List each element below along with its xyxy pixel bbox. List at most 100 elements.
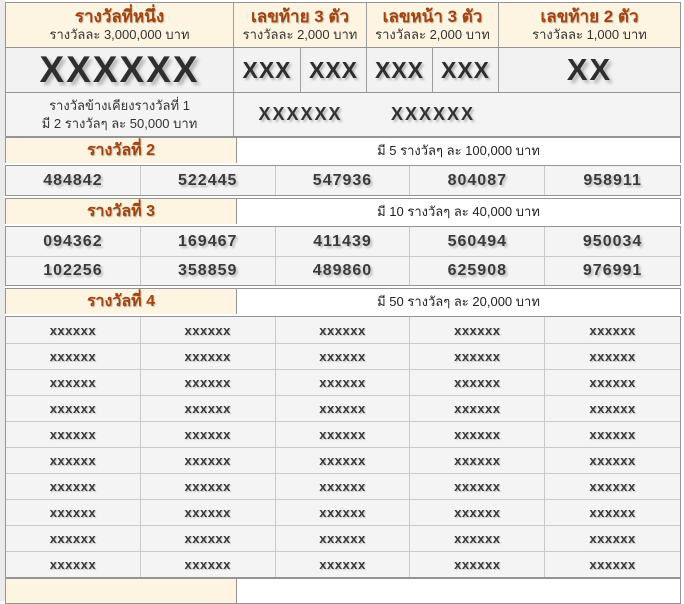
- section-4-numbers: xxxxxx xxxxxx xxxxxx xxxxxx xxxxxx xxxxxx xxxx…: [5, 316, 681, 578]
- section-3-subtitle: มี 10 รางวัลๆ ละ 40,000 บาท: [377, 204, 540, 219]
- adjacent-prize-label-line1: รางวัลข้างเคียงรางวัลที่ 1: [49, 97, 190, 113]
- table-row: 102256 358859 489860 625908 976991: [6, 256, 680, 285]
- section-2-header: รางวัลที่ 2 มี 5 รางวัลๆ ละ 100,000 บาท: [5, 137, 681, 163]
- front3-number-2: XXX: [433, 48, 499, 92]
- table-row: xxxxxx xxxxxx xxxxxx xxxxxx xxxxxx: [6, 343, 680, 369]
- table-row: xxxxxx xxxxxx xxxxxx xxxxxx xxxxxx: [6, 473, 680, 499]
- prize-sections: รางวัลที่ 2 มี 5 รางวัลๆ ละ 100,000 บาท 48…: [5, 137, 681, 578]
- last2-title: เลขท้าย 2 ตัว: [540, 7, 639, 27]
- last2-amount: รางวัลละ 1,000 บาท: [532, 26, 647, 42]
- table-row: 094362 169467 411439 560494 950034: [6, 227, 680, 256]
- table-row: xxxxxx xxxxxx xxxxxx xxxxxx xxxxxx: [6, 369, 680, 395]
- last3-number-2: XXX: [301, 48, 367, 92]
- number-cell: 625908: [410, 257, 546, 285]
- table-row: xxxxxx xxxxxx xxxxxx xxxxxx xxxxxx: [6, 525, 680, 551]
- number-cell: xxxxxx: [410, 552, 546, 577]
- section-2-subtitle-cell: มี 5 รางวัลๆ ละ 100,000 บาท: [237, 138, 680, 163]
- section-2-title-cell: รางวัลที่ 2: [6, 138, 237, 163]
- adjacent-prize-value-1: XXXXXX: [258, 104, 343, 124]
- table-row: xxxxxx xxxxxx xxxxxx xxxxxx xxxxxx: [6, 421, 680, 447]
- table-row: xxxxxx xxxxxx xxxxxx xxxxxx xxxxxx: [6, 317, 680, 343]
- last3-number-1: XXX: [234, 48, 301, 92]
- header-cell-front3: เลขหน้า 3 ตัว รางวัลละ 2,000 บาท: [367, 3, 499, 47]
- number-cell: xxxxxx: [589, 401, 636, 416]
- number-cell: 484842: [6, 166, 141, 195]
- next-section-partial: [5, 578, 681, 604]
- number-cell: 102256: [6, 257, 141, 285]
- adjacent-prize-values: XXXXXX XXXXXX: [234, 93, 680, 136]
- number-cell: xxxxxx: [410, 317, 546, 343]
- number-cell: xxxxxx: [276, 526, 411, 551]
- table-row: 484842 522445 547936 804087 958911: [6, 166, 680, 195]
- number-cell: xxxxxx: [589, 375, 636, 390]
- lottery-results-table: รางวัลที่หนึ่ง รางวัลละ 3,000,000 บาท เล…: [5, 2, 681, 604]
- number-cell: xxxxxx: [276, 396, 411, 421]
- number-cell: 489860: [276, 257, 411, 285]
- number-cell: xxxxxx: [410, 448, 546, 473]
- number-cell: 560494: [410, 227, 546, 256]
- number-cell: xxxxxx: [6, 526, 141, 551]
- section-3-header: รางวัลที่ 3 มี 10 รางวัลๆ ละ 40,000 บาท: [5, 198, 681, 224]
- section-4-header: รางวัลที่ 4 มี 50 รางวัลๆ ละ 20,000 บาท: [5, 288, 681, 314]
- number-cell: xxxxxx: [6, 344, 141, 369]
- number-cell: 358859: [141, 257, 276, 285]
- number-cell: xxxxxx: [6, 396, 141, 421]
- number-cell: xxxxxx: [6, 317, 141, 343]
- number-cell: 804087: [410, 166, 546, 195]
- prize-header-row: รางวัลที่หนึ่ง รางวัลละ 3,000,000 บาท เล…: [6, 3, 680, 48]
- number-cell: xxxxxx: [6, 448, 141, 473]
- number-cell: xxxxxx: [410, 526, 546, 551]
- adjacent-prize-value-2: XXXXXX: [390, 104, 476, 124]
- number-cell: xxxxxx: [6, 422, 141, 447]
- section-4-title-cell: รางวัลที่ 4: [6, 289, 237, 314]
- header-cell-last2: เลขท้าย 2 ตัว รางวัลละ 1,000 บาท: [499, 3, 680, 47]
- adjacent-prize-row: รางวัลข้างเคียงรางวัลที่ 1 มี 2 รางวัลๆ …: [6, 93, 680, 136]
- number-cell: xxxxxx: [410, 370, 546, 395]
- partial-title-cell: [6, 579, 237, 603]
- partial-subtitle-cell: [237, 579, 680, 603]
- table-row: xxxxxx xxxxxx xxxxxx xxxxxx xxxxxx: [6, 447, 680, 473]
- number-cell: xxxxxx: [6, 500, 141, 525]
- number-cell: xxxxxx: [141, 474, 276, 499]
- winning-numbers-row: XXXXXX XXX XXX XXX XXX XX: [6, 48, 680, 93]
- number-cell: xxxxxx: [276, 370, 411, 395]
- section-3-numbers: 094362 169467 411439 560494 950034 102256 3588…: [5, 226, 681, 286]
- front3-title: เลขหน้า 3 ตัว: [382, 7, 483, 27]
- section-2-subtitle: มี 5 รางวัลๆ ละ 100,000 บาท: [377, 143, 540, 158]
- number-cell: xxxxxx: [141, 370, 276, 395]
- number-cell: 958911: [583, 171, 642, 189]
- number-cell: xxxxxx: [410, 500, 546, 525]
- number-cell: xxxxxx: [589, 557, 636, 572]
- last3-amount: รางวัลละ 2,000 บาท: [242, 26, 358, 42]
- front3-number-1: XXX: [367, 48, 433, 92]
- table-row: xxxxxx xxxxxx xxxxxx xxxxxx xxxxxx: [6, 499, 680, 525]
- table-row: xxxxxx xxxxxx xxxxxx xxxxxx xxxxxx: [6, 551, 680, 577]
- number-cell: xxxxxx: [589, 531, 636, 546]
- number-cell: xxxxxx: [589, 427, 636, 442]
- number-cell: xxxxxx: [276, 552, 411, 577]
- section-3-title-cell: รางวัลที่ 3: [6, 199, 237, 224]
- adjacent-prize-label: รางวัลข้างเคียงรางวัลที่ 1 มี 2 รางวัลๆ …: [6, 93, 234, 136]
- number-cell: xxxxxx: [276, 422, 411, 447]
- number-cell: 094362: [6, 227, 141, 256]
- section-2-title: รางวัลที่ 2: [86, 142, 156, 159]
- section-4-subtitle: มี 50 รางวัลๆ ละ 20,000 บาท: [377, 294, 540, 309]
- number-cell: xxxxxx: [589, 505, 636, 520]
- number-cell: xxxxxx: [589, 479, 636, 494]
- number-cell: xxxxxx: [141, 526, 276, 551]
- number-cell: xxxxxx: [589, 322, 636, 338]
- number-cell: xxxxxx: [410, 344, 546, 369]
- top-prizes-block: รางวัลที่หนึ่ง รางวัลละ 3,000,000 บาท เล…: [5, 2, 681, 137]
- number-cell: xxxxxx: [410, 422, 546, 447]
- table-row: xxxxxx xxxxxx xxxxxx xxxxxx xxxxxx: [6, 395, 680, 421]
- section-2-numbers: 484842 522445 547936 804087 958911: [5, 165, 681, 196]
- header-cell-last3: เลขท้าย 3 ตัว รางวัลละ 2,000 บาท: [234, 3, 367, 47]
- section-3-subtitle-cell: มี 10 รางวัลๆ ละ 40,000 บาท: [237, 199, 680, 224]
- number-cell: xxxxxx: [589, 349, 636, 364]
- number-cell: 976991: [582, 262, 643, 279]
- number-cell: 547936: [276, 166, 411, 195]
- first-prize-title: รางวัลที่หนึ่ง: [74, 7, 165, 27]
- number-cell: 169467: [141, 227, 276, 256]
- number-cell: 411439: [276, 227, 411, 256]
- section-3-title: รางวัลที่ 3: [86, 203, 156, 220]
